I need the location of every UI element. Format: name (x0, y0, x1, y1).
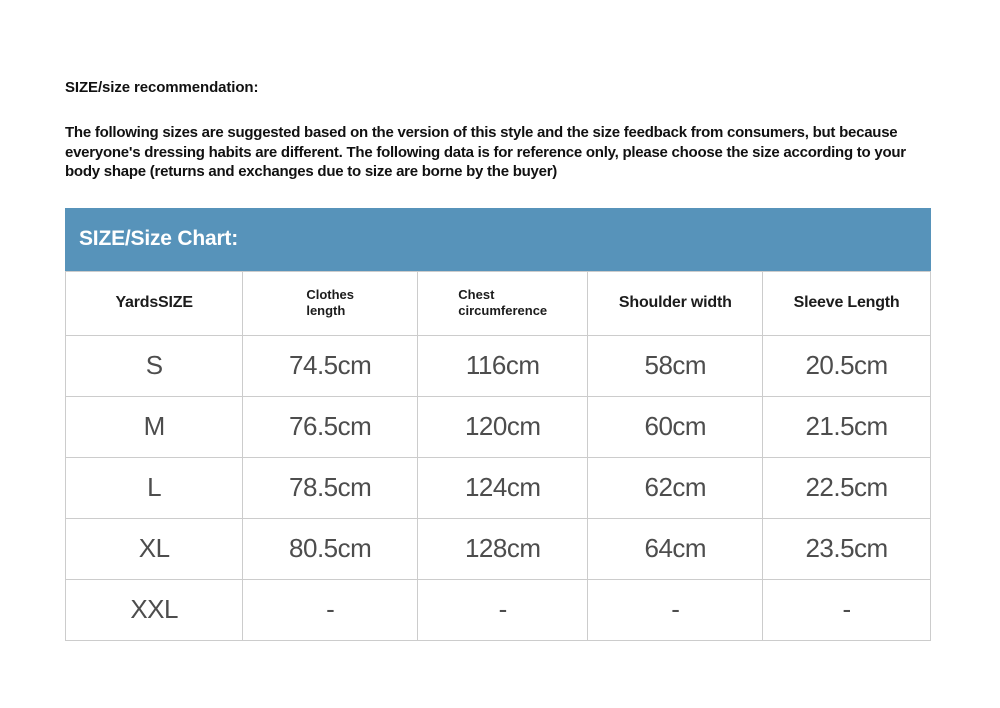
sleeve-length-cell: 23.5cm (762, 517, 931, 580)
size-chart-table-head: YardsSIZE Clothes length Chest circumfer… (64, 270, 931, 336)
size-chart-table-body: S 74.5cm 116cm 58cm 20.5cm M 76.5cm 120c… (64, 334, 931, 641)
table-row-s: S 74.5cm 116cm 58cm 20.5cm (64, 334, 931, 397)
chest-circumference-cell: - (417, 578, 589, 641)
column-header-chest-circumference: Chest circumference (417, 270, 589, 336)
clothes-length-cell: 76.5cm (242, 395, 419, 458)
size-recommendation-text: The following sizes are suggested based … (65, 124, 906, 180)
size-chart-table: YardsSIZE Clothes length Chest circumfer… (64, 270, 931, 641)
size-recommendation-heading: SIZE/size recommendation: (65, 79, 259, 96)
table-row-xxl: XXL - - - - (64, 578, 931, 641)
shoulder-width-cell: 60cm (587, 395, 764, 458)
column-header-shoulder-width: Shoulder width (587, 270, 764, 336)
sleeve-length-cell: - (762, 578, 931, 641)
table-row-l: L 78.5cm 124cm 62cm 22.5cm (64, 456, 931, 519)
chest-circumference-cell: 124cm (417, 456, 589, 519)
column-header-yards-size: YardsSIZE (64, 270, 244, 336)
column-header-clothes-length-label: Clothes length (306, 287, 354, 318)
table-row-xl: XL 80.5cm 128cm 64cm 23.5cm (64, 517, 931, 580)
size-label-cell: M (64, 395, 244, 458)
clothes-length-cell: 78.5cm (242, 456, 419, 519)
shoulder-width-cell: 64cm (587, 517, 764, 580)
size-label-cell: S (64, 334, 244, 397)
column-header-sleeve-length: Sleeve Length (762, 270, 931, 336)
sleeve-length-cell: 21.5cm (762, 395, 931, 458)
sleeve-length-cell: 20.5cm (762, 334, 931, 397)
chest-circumference-cell: 116cm (417, 334, 589, 397)
shoulder-width-cell: 62cm (587, 456, 764, 519)
clothes-length-cell: 80.5cm (242, 517, 419, 580)
size-chart-header-bar: SIZE/Size Chart: (65, 207, 931, 271)
chest-circumference-cell: 120cm (417, 395, 589, 458)
column-header-clothes-length: Clothes length (242, 270, 419, 336)
chest-circumference-cell: 128cm (417, 517, 589, 580)
shoulder-width-cell: 58cm (587, 334, 764, 397)
sleeve-length-cell: 22.5cm (762, 456, 931, 519)
size-label-cell: L (64, 456, 244, 519)
size-label-cell: XXL (64, 578, 244, 641)
clothes-length-cell: - (242, 578, 419, 641)
header-row: YardsSIZE Clothes length Chest circumfer… (64, 270, 931, 336)
size-chart-title: SIZE/Size Chart: (79, 227, 238, 250)
size-label-cell: XL (64, 517, 244, 580)
shoulder-width-cell: - (587, 578, 764, 641)
column-header-chest-circumference-label: Chest circumference (458, 287, 548, 318)
clothes-length-cell: 74.5cm (242, 334, 419, 397)
table-row-m: M 76.5cm 120cm 60cm 21.5cm (64, 395, 931, 458)
